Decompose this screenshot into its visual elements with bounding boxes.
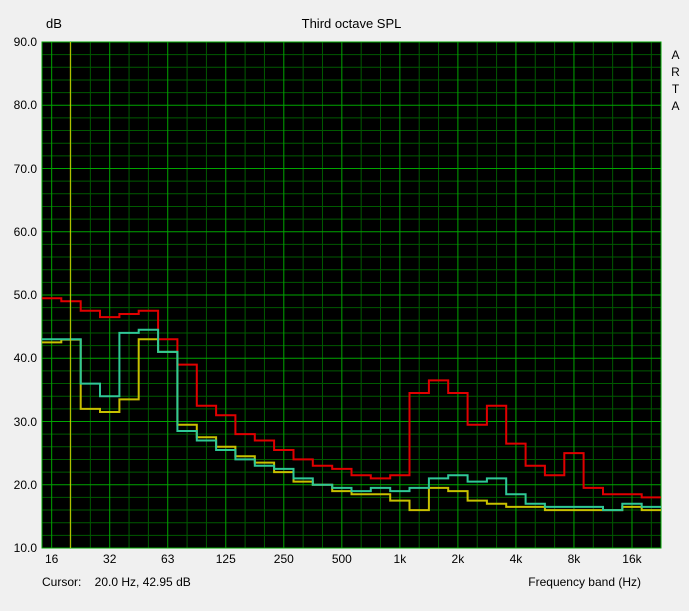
chart-title: Third octave SPL: [301, 16, 402, 31]
x-tick-label: 4k: [509, 552, 523, 566]
y-tick-label: 90.0: [13, 35, 37, 49]
y-axis-unit-label: dB: [46, 16, 62, 31]
y-tick-label: 50.0: [13, 288, 37, 302]
y-tick-label: 30.0: [13, 414, 37, 429]
series-red: [42, 297, 661, 499]
watermark-letter: T: [671, 82, 680, 96]
x-tick-label: 16k: [622, 552, 642, 566]
x-tick-label: 1k: [393, 552, 407, 566]
cursor-readout: Cursor: 20.0 Hz, 42.95 dB: [42, 575, 191, 589]
x-tick-label: 8k: [567, 552, 581, 566]
y-tick-label: 40.0: [13, 351, 37, 366]
y-tick-label: 70.0: [13, 161, 37, 176]
x-tick-label: 16: [44, 552, 59, 566]
x-tick-label: 250: [273, 552, 294, 566]
x-axis-title: Frequency band (Hz): [528, 575, 641, 589]
x-tick-label: 125: [215, 552, 236, 566]
watermark-letter: A: [671, 48, 680, 62]
x-tick-label: 500: [331, 552, 352, 566]
watermark-letter: R: [671, 65, 680, 79]
series-green: [42, 328, 661, 512]
y-tick-label: 60.0: [13, 224, 37, 239]
y-tick-label: 80.0: [13, 98, 37, 113]
x-tick-label: 32: [103, 552, 117, 566]
watermark-letter: A: [671, 99, 680, 113]
y-tick-label: 10.0: [13, 541, 37, 555]
y-tick-label: 20.0: [13, 477, 37, 492]
x-tick-label: 63: [161, 552, 175, 566]
plot-border: [41, 41, 662, 549]
x-tick-label: 2k: [451, 552, 465, 566]
